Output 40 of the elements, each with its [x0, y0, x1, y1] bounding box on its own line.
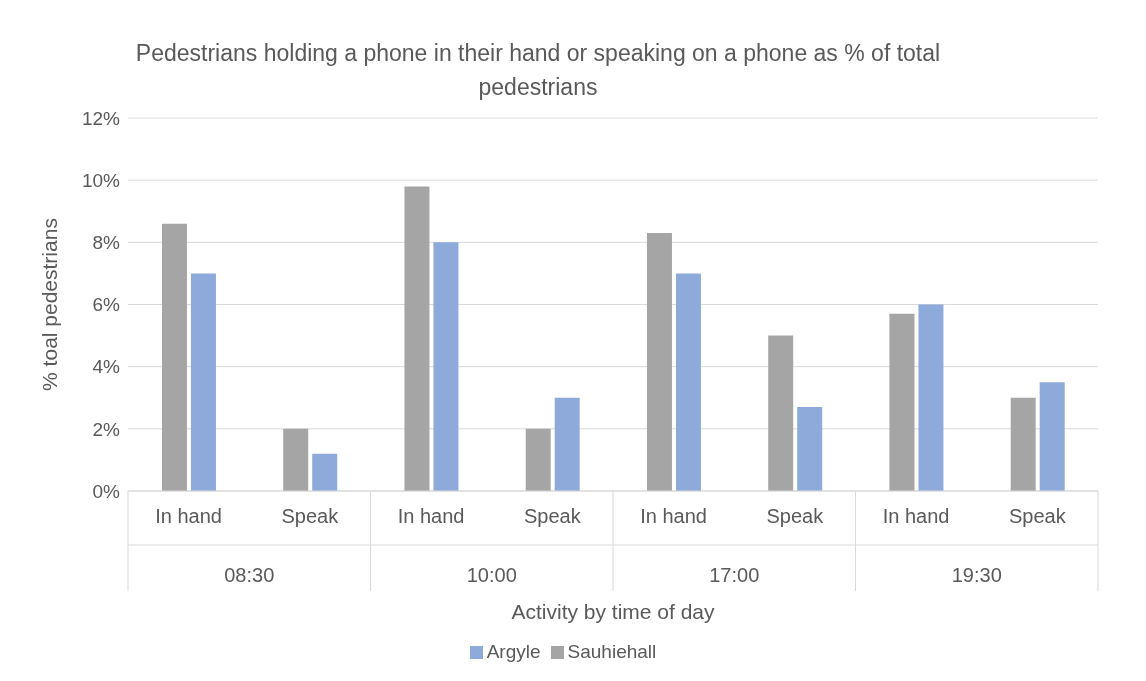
x-tick-label: In hand — [640, 505, 707, 527]
legend-label: Argyle — [486, 641, 541, 662]
bar — [768, 335, 794, 491]
chart-title: Pedestrians holding a phone in their hand or speaking on a phone as % of total pedestrians — [134, 39, 942, 102]
x-tick-label: In hand — [882, 505, 950, 527]
y-tick-label: 12% — [81, 107, 121, 129]
x-tick-label: Speak — [281, 505, 340, 527]
x-tick-label: Speak — [524, 505, 582, 527]
bar — [675, 273, 701, 491]
bar — [404, 186, 430, 491]
y-axis-title: % toal pedestrians — [38, 218, 62, 391]
bar — [918, 304, 944, 491]
x-tick-label: Speak — [766, 505, 825, 527]
text: 08:30 — [224, 564, 275, 586]
bar — [889, 313, 915, 491]
bar — [1010, 397, 1036, 491]
y-tick-label: 2% — [92, 418, 121, 440]
text: 19:30 — [951, 564, 1002, 586]
x-tick-label: In hand — [397, 505, 465, 527]
bar — [312, 453, 338, 491]
x-tick-label: Speak — [1009, 505, 1067, 527]
bar — [554, 397, 580, 491]
y-tick-label: 10% — [81, 169, 121, 191]
y-tick-label: 6% — [92, 294, 121, 316]
bar — [190, 273, 216, 491]
legend-label: Sauhiehall — [567, 641, 657, 662]
bar — [161, 223, 187, 491]
bar — [646, 233, 672, 491]
bar — [283, 428, 309, 491]
text: 10:00 — [466, 564, 517, 586]
bar — [1039, 382, 1065, 491]
y-tick-label: 0% — [92, 480, 121, 502]
y-tick-label: 8% — [92, 232, 121, 254]
bar — [525, 428, 551, 491]
bar — [797, 407, 823, 491]
x-axis-title: Activity by time of day — [511, 600, 716, 623]
x-tick-label: In hand — [155, 505, 222, 527]
text: 17:00 — [709, 564, 760, 586]
bar — [433, 242, 459, 491]
y-tick-label: 4% — [92, 356, 121, 378]
